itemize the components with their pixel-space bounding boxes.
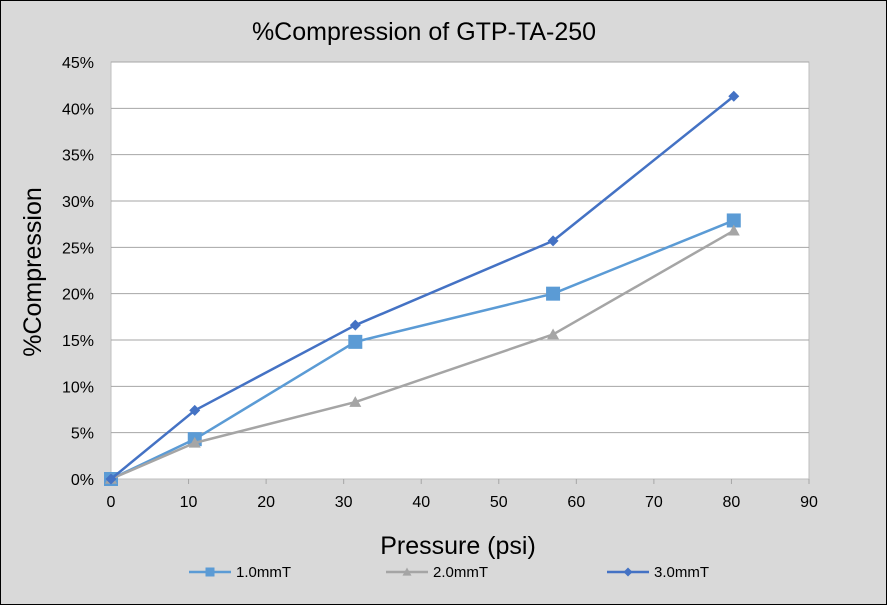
legend-label: 1.0mmT <box>236 564 291 581</box>
y-tick-label: 35% <box>62 148 94 165</box>
legend-item-1.0mmT: 1.0mmT <box>189 564 291 581</box>
x-tick-label: 90 <box>800 494 818 511</box>
legend-item-2.0mmT: 2.0mmT <box>386 564 488 581</box>
x-tick-label: 0 <box>107 494 116 511</box>
x-tick-label: 80 <box>723 494 741 511</box>
plot-area <box>110 61 810 480</box>
x-tick-label: 40 <box>412 494 430 511</box>
x-tick-label: 60 <box>567 494 585 511</box>
y-tick-label: 15% <box>62 333 94 350</box>
series-3.0mmT <box>105 90 740 485</box>
y-axis-ticks: 0% 5% 10% 15% 20% 25% 30% 35% 40% 45% <box>62 55 94 489</box>
data-point-1.0mmT <box>726 213 741 228</box>
data-point-3.0mmT <box>728 90 740 102</box>
data-point-1.0mmT <box>546 286 561 301</box>
legend-item-3.0mmT: 3.0mmT <box>607 564 709 581</box>
x-tick-label: 70 <box>645 494 663 511</box>
legend-label: 2.0mmT <box>433 564 488 581</box>
data-point-3.0mmT <box>349 319 361 331</box>
legend-marker <box>402 567 412 576</box>
data-point-3.0mmT <box>105 473 117 485</box>
y-tick-label: 40% <box>62 101 94 118</box>
y-tick-label: 30% <box>62 194 94 211</box>
chart-title: %Compression of GTP-TA-250 <box>252 18 596 46</box>
x-axis-ticks: 0 10 20 30 40 50 60 70 80 90 <box>107 479 818 511</box>
legend-marker <box>623 567 633 577</box>
x-tick-label: 20 <box>257 494 275 511</box>
y-tick-label: 25% <box>62 240 94 257</box>
y-tick-label: 0% <box>71 472 94 489</box>
data-point-1.0mmT <box>348 334 363 349</box>
data-point-2.0mmT <box>727 224 740 236</box>
data-point-3.0mmT <box>189 404 201 416</box>
y-tick-label: 10% <box>62 379 94 396</box>
y-axis-label: %Compression <box>19 187 47 357</box>
data-point-2.0mmT <box>547 328 560 340</box>
data-point-2.0mmT <box>349 396 362 407</box>
x-tick-label: 10 <box>180 494 198 511</box>
x-axis-label: Pressure (psi) <box>380 532 536 560</box>
data-point-2.0mmT <box>188 436 201 448</box>
legend-label: 3.0mmT <box>654 564 709 581</box>
legend: 1.0mmT 2.0mmT 3.0mmT <box>189 564 709 581</box>
legend-marker <box>205 567 215 577</box>
gridlines <box>111 61 809 434</box>
y-tick-label: 45% <box>62 55 94 72</box>
data-point-3.0mmT <box>547 235 559 247</box>
series-layer <box>104 90 741 486</box>
x-tick-label: 30 <box>335 494 353 511</box>
x-tick-label: 50 <box>490 494 508 511</box>
y-tick-label: 5% <box>71 426 94 443</box>
y-tick-label: 20% <box>62 287 94 304</box>
